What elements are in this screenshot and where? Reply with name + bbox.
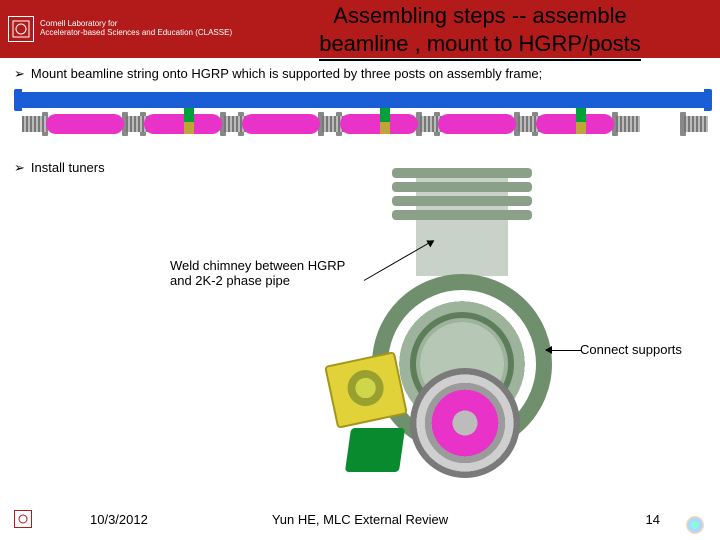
bullet-mount-text: Mount beamline string onto HGRP which is… [31, 66, 542, 81]
cavity-endview [410, 368, 520, 478]
footer: 10/3/2012 Yun HE, MLC External Review 14 [0, 506, 720, 532]
footer-globe-icon [686, 516, 704, 534]
beamline-cavity [242, 114, 320, 134]
beamline-bellows [22, 116, 46, 132]
slide-title-wrap: Assembling steps -- assemble beamline , … [260, 2, 700, 61]
beamline-bellows [684, 116, 708, 132]
beamline-cavity [46, 114, 124, 134]
beamline-bellows [616, 116, 640, 132]
beamline-cavity [144, 114, 222, 134]
label-connect-supports: Connect supports [580, 342, 682, 357]
chimney-ring [392, 210, 532, 220]
org-name: Cornell Laboratory for Accelerator-based… [40, 20, 232, 38]
beamline-cavity [438, 114, 516, 134]
beamline-post [576, 108, 586, 138]
footer-page-number: 14 [646, 512, 660, 527]
chimney-ring [392, 168, 532, 178]
chimney-ring [392, 182, 532, 192]
tuner-sideview-diagram [290, 168, 570, 468]
hgrp-pipe [18, 92, 708, 108]
org-line2: Accelerator-based Sciences and Education… [40, 29, 232, 38]
bullet-arrow-icon: ➢ [14, 160, 25, 176]
beamline-post [184, 108, 194, 138]
arrow-connect [546, 350, 582, 351]
bullet-tuners-text: Install tuners [31, 160, 105, 175]
cornell-seal-icon [8, 16, 34, 42]
support-block [345, 428, 405, 472]
title-line2: beamline , mount to HGRP/posts [319, 31, 641, 56]
beamline-post [380, 108, 390, 138]
label-weld-l2: and 2K-2 phase pipe [170, 273, 290, 288]
bolt-ring-icon [412, 370, 518, 476]
beamline-diagram [18, 86, 708, 146]
chimney-ring [392, 196, 532, 206]
bullet-mount: ➢ Mount beamline string onto HGRP which … [14, 66, 706, 82]
header-bar: Cornell Laboratory for Accelerator-based… [0, 0, 720, 58]
footer-date: 10/3/2012 [90, 512, 148, 527]
beamline-cavity [536, 114, 614, 134]
bullet-arrow-icon: ➢ [14, 66, 25, 82]
slide-title: Assembling steps -- assemble beamline , … [319, 2, 641, 61]
content-area: ➢ Mount beamline string onto HGRP which … [0, 58, 720, 175]
title-line1: Assembling steps -- assemble [333, 3, 626, 28]
footer-logo-icon [14, 506, 60, 532]
footer-author: Yun HE, MLC External Review [272, 512, 448, 527]
beamline-cavity [340, 114, 418, 134]
